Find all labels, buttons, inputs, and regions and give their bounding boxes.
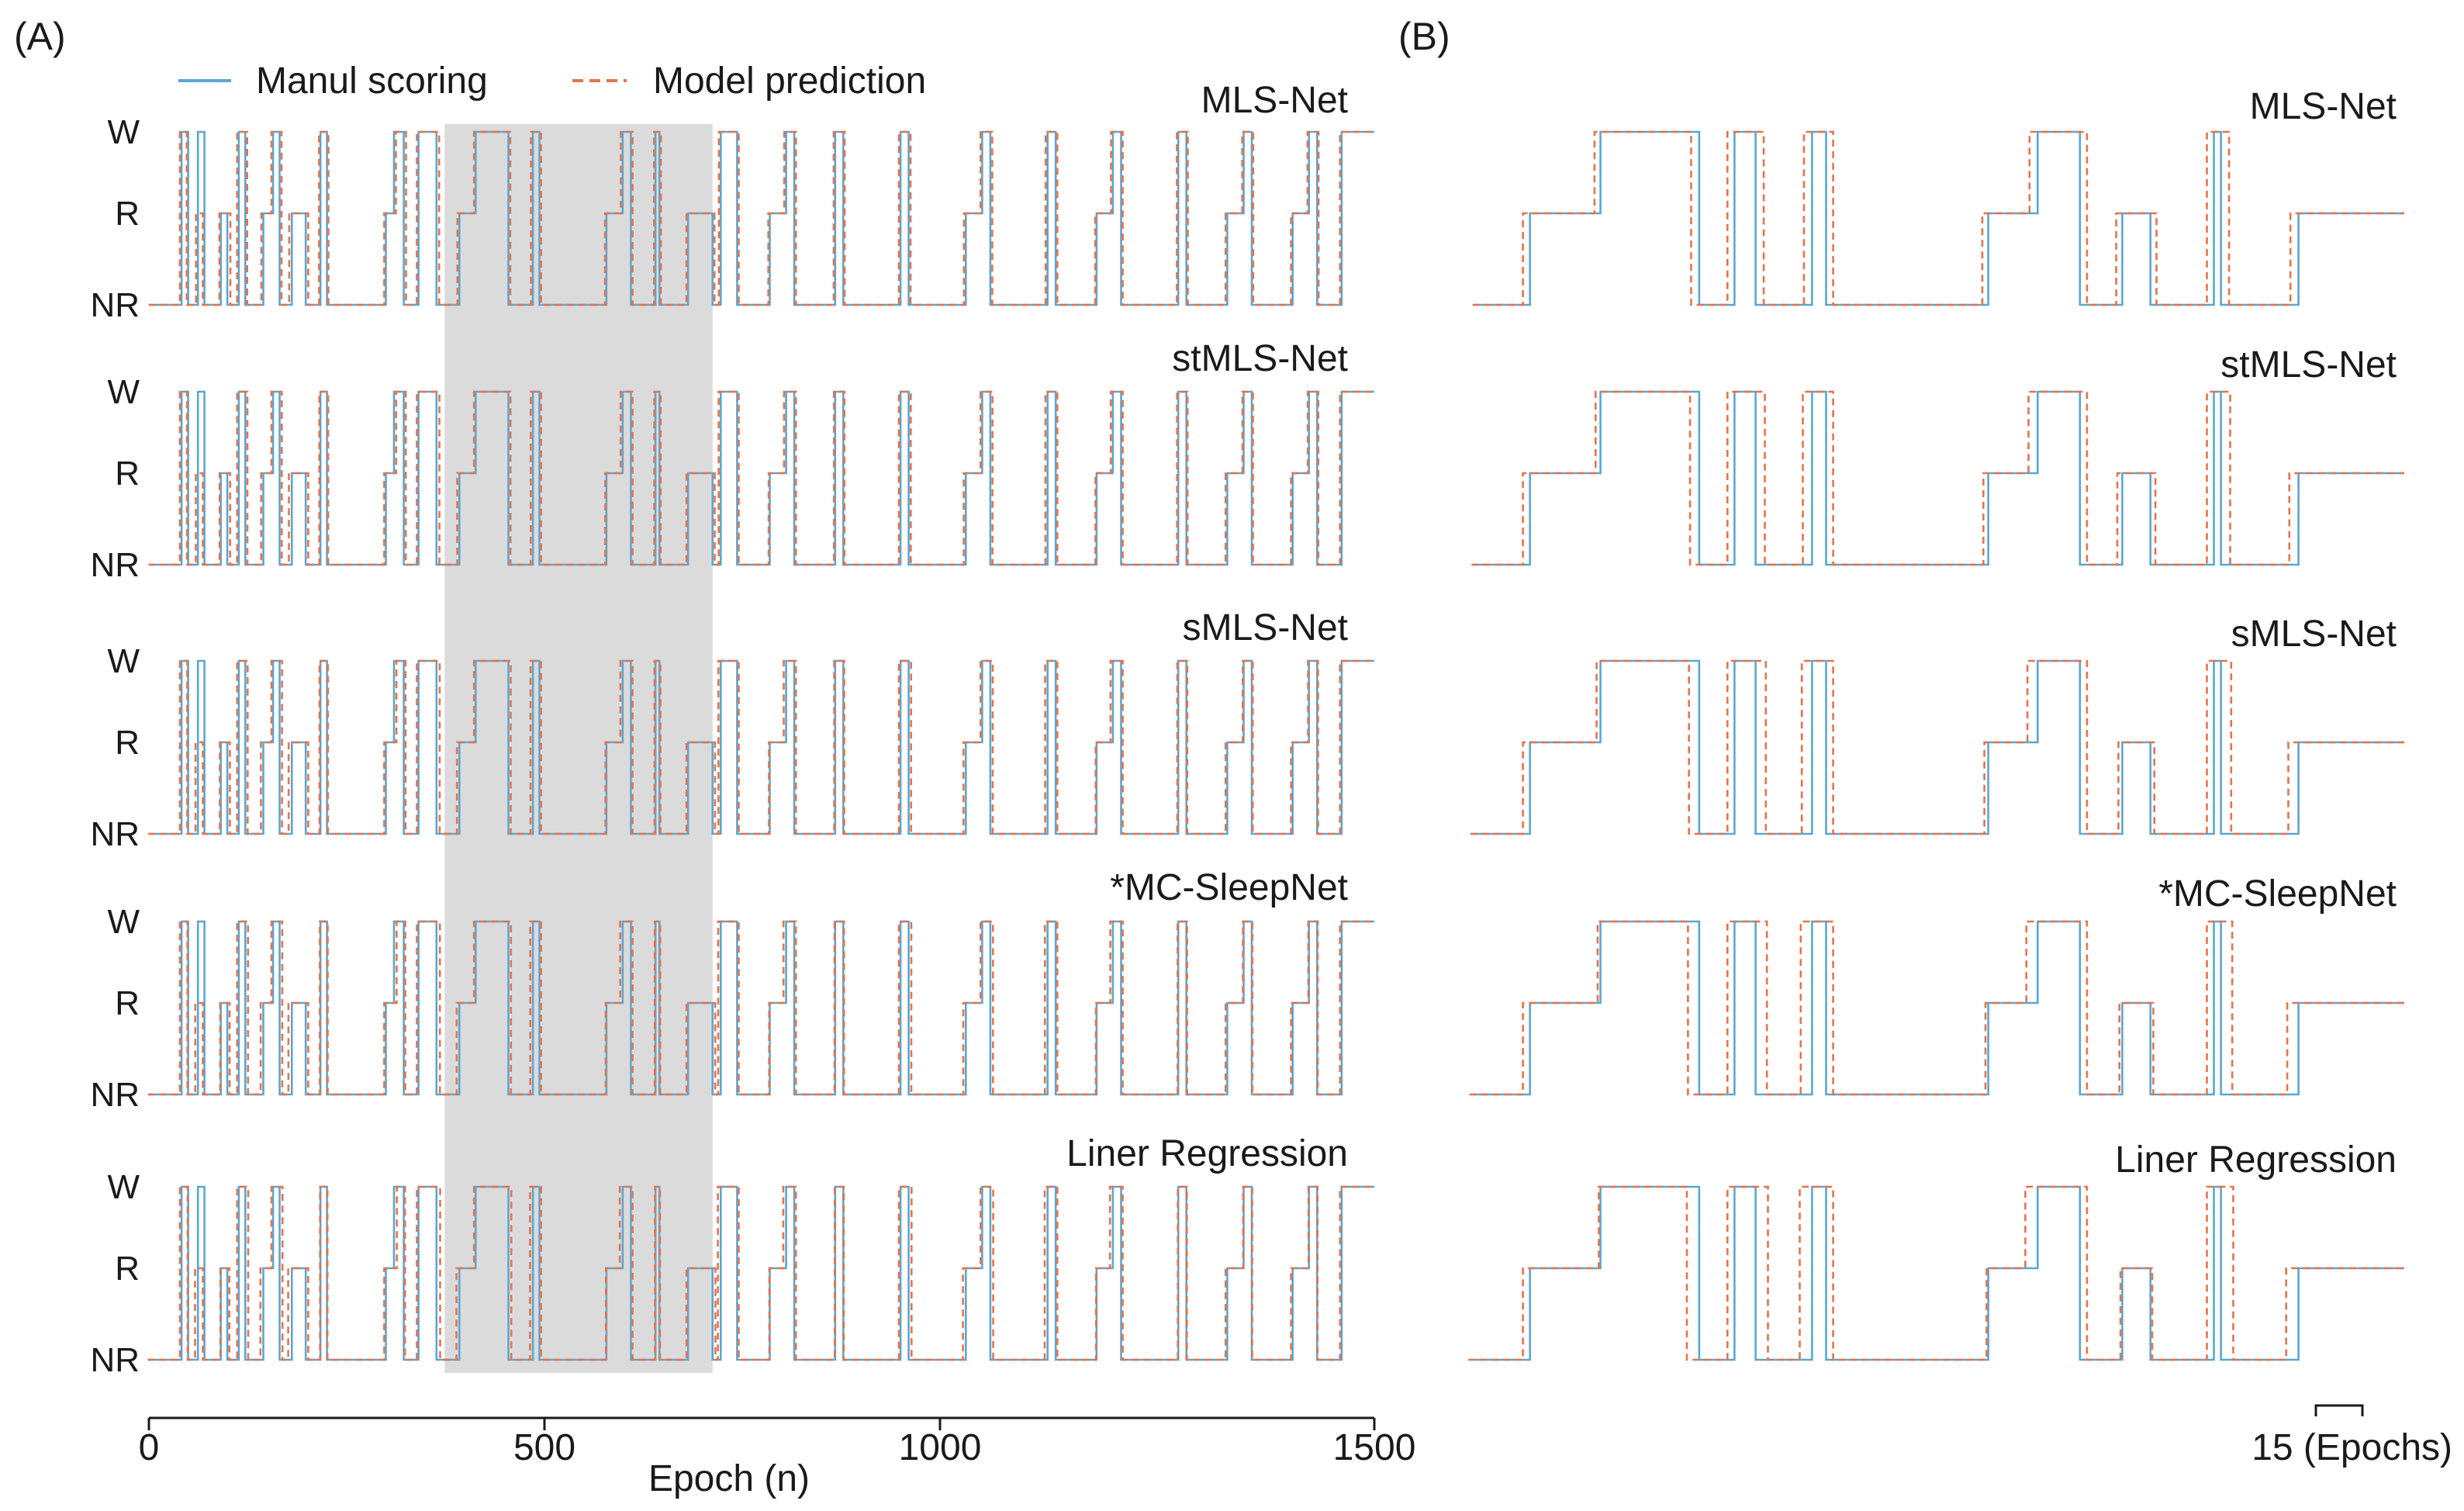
predicted-series-line: [1470, 659, 2404, 835]
predicted-series-line: [148, 130, 1375, 306]
manual-series-line: [1474, 920, 2404, 1096]
highlight-band: [444, 124, 713, 1373]
panel-b-row-2: sMLS-Net: [1470, 614, 2404, 835]
predicted-series-line: [1471, 390, 2404, 566]
model-title-a: MLS-Net: [1201, 80, 1348, 121]
state-label-nr: NR: [90, 286, 140, 324]
state-label-r: R: [115, 195, 140, 233]
panel-a-row-0: W R NR MLS-Net: [90, 80, 1375, 324]
state-label-nr: NR: [90, 546, 140, 584]
state-label-w: W: [107, 373, 140, 411]
x-tick-label-0: 0: [139, 1427, 160, 1468]
panel-b-row-3: *MC-SleepNet: [1469, 873, 2404, 1096]
legend: Manul scoring Model prediction: [178, 61, 926, 102]
model-title-a: Liner Regression: [1066, 1133, 1348, 1174]
x-axis-title: Epoch (n): [648, 1458, 810, 1499]
manual-series-line: [1474, 659, 2404, 835]
predicted-series-line: [1469, 920, 2404, 1096]
model-title-a: *MC-SleepNet: [1110, 867, 1348, 908]
manual-series-line: [1474, 390, 2404, 566]
panel-b-plots: MLS-Net stMLS-Net sMLS-Net *MC-SleepNet Line…: [1468, 86, 2404, 1361]
state-label-r: R: [115, 455, 140, 493]
manual-series-line: [149, 390, 1374, 566]
model-title-a: stMLS-Net: [1172, 338, 1348, 379]
state-label-w: W: [107, 903, 140, 941]
state-label-r: R: [115, 724, 140, 762]
legend-predicted-label: Model prediction: [653, 61, 926, 102]
manual-series-line: [1474, 130, 2404, 306]
state-label-w: W: [107, 642, 140, 680]
model-title-b: Liner Regression: [2115, 1139, 2397, 1181]
state-label-nr: NR: [90, 1076, 140, 1114]
manual-series-line: [149, 920, 1374, 1096]
panel-a-plots: W R NR MLS-Net W R NR stMLS-Net W R NR sMLS-Net W R NR…: [90, 80, 1376, 1379]
manual-series-line: [149, 130, 1374, 306]
panel-a-row-2: W R NR sMLS-Net: [90, 607, 1375, 853]
x-tick-label-500: 500: [513, 1427, 575, 1468]
panel-a-label: (A): [14, 15, 66, 58]
panel-a-row-4: W R NR Liner Regression: [90, 1133, 1376, 1379]
state-label-nr: NR: [90, 1341, 140, 1379]
state-label-r: R: [115, 984, 140, 1022]
predicted-series-line: [147, 1185, 1376, 1361]
legend-manual-label: Manul scoring: [256, 61, 488, 102]
panel-a-row-1: W R NR stMLS-Net: [90, 338, 1375, 584]
scale-bar-label: 15 (Epochs): [2251, 1427, 2452, 1468]
model-title-b: *MC-SleepNet: [2158, 873, 2397, 915]
state-label-w: W: [107, 1168, 140, 1206]
x-tick-label-1500: 1500: [1333, 1427, 1416, 1468]
state-label-nr: NR: [90, 815, 140, 853]
panel-a-row-3: W R NR *MC-SleepNet: [90, 867, 1376, 1114]
predicted-series-line: [1468, 1185, 2404, 1361]
x-axis: 0 500 1000 1500 Epoch (n): [139, 1416, 1416, 1499]
model-title-a: sMLS-Net: [1183, 607, 1348, 648]
scale-bar: 15 (Epochs): [2251, 1404, 2452, 1468]
panel-b-label: (B): [1398, 15, 1450, 58]
model-title-b: stMLS-Net: [2220, 344, 2397, 386]
manual-series-line: [1474, 1185, 2404, 1361]
state-label-r: R: [115, 1250, 140, 1288]
x-tick-label-1000: 1000: [899, 1427, 982, 1468]
predicted-series-line: [1472, 130, 2404, 306]
panel-b-row-4: Liner Regression: [1468, 1139, 2404, 1361]
predicted-series-line: [148, 659, 1375, 835]
model-title-b: MLS-Net: [2250, 86, 2397, 127]
predicted-series-line: [147, 920, 1376, 1096]
panel-b-row-1: stMLS-Net: [1471, 344, 2404, 566]
state-label-w: W: [107, 113, 140, 151]
panel-b-row-0: MLS-Net: [1472, 86, 2404, 306]
manual-series-line: [149, 659, 1374, 835]
predicted-series-line: [148, 390, 1375, 566]
scale-bar-line: [2314, 1404, 2364, 1416]
model-title-b: sMLS-Net: [2231, 614, 2397, 655]
manual-series-line: [149, 1185, 1374, 1361]
